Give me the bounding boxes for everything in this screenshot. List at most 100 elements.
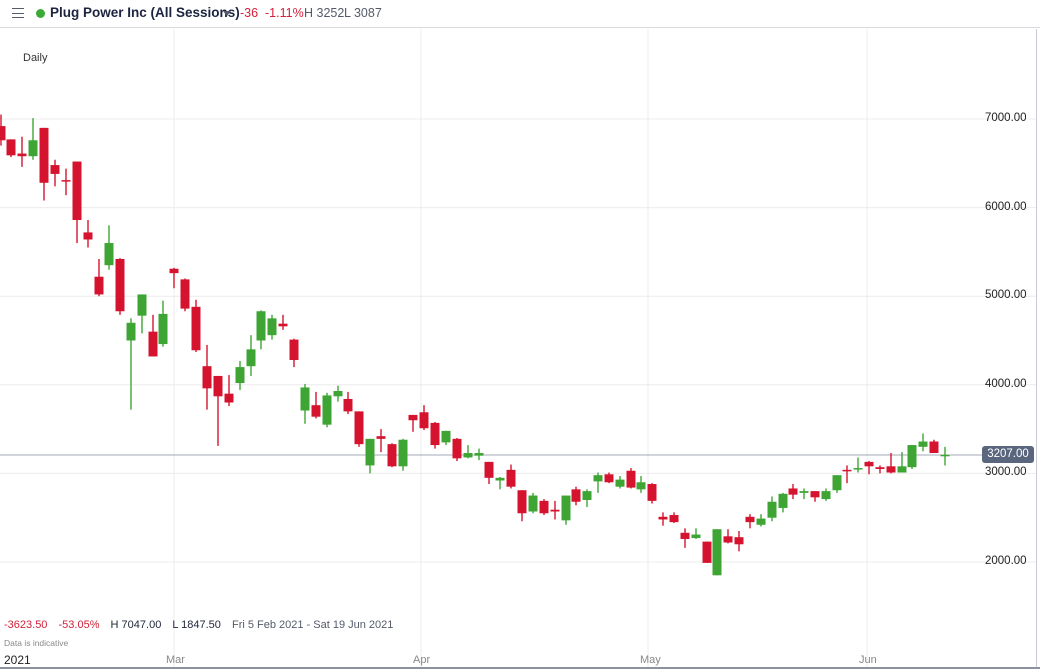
candle[interactable] xyxy=(419,405,429,430)
candle[interactable] xyxy=(376,429,386,453)
candle[interactable] xyxy=(680,528,690,548)
candle[interactable] xyxy=(832,475,842,493)
candle[interactable] xyxy=(745,514,755,529)
candle[interactable] xyxy=(278,314,288,330)
candle[interactable] xyxy=(94,258,104,297)
chart-right-border xyxy=(1036,29,1037,669)
candle[interactable] xyxy=(788,484,798,500)
candle[interactable] xyxy=(593,472,603,493)
instrument-title[interactable]: Plug Power Inc (All Sessions) xyxy=(50,5,240,20)
candle[interactable] xyxy=(647,483,657,504)
candle[interactable] xyxy=(626,468,636,489)
candle[interactable] xyxy=(169,267,179,289)
candle[interactable] xyxy=(463,445,473,459)
candle[interactable] xyxy=(734,530,744,552)
candle[interactable] xyxy=(929,439,939,454)
candle[interactable] xyxy=(441,430,451,446)
current-price-tag: 3207.00 xyxy=(982,446,1034,463)
candle[interactable] xyxy=(506,464,516,489)
candle[interactable] xyxy=(83,220,93,248)
candle[interactable] xyxy=(810,491,820,502)
candle[interactable] xyxy=(712,529,722,576)
candle[interactable] xyxy=(658,512,668,526)
x-axis-line xyxy=(0,667,1040,669)
candle[interactable] xyxy=(202,344,212,410)
candle[interactable] xyxy=(723,529,733,544)
candle[interactable] xyxy=(528,492,538,514)
candle[interactable] xyxy=(907,445,917,469)
candle[interactable] xyxy=(550,500,560,520)
candle[interactable] xyxy=(940,446,950,466)
candle[interactable] xyxy=(6,139,16,158)
candle[interactable] xyxy=(452,437,462,461)
candle[interactable] xyxy=(180,278,190,312)
candle[interactable] xyxy=(571,486,581,506)
candle[interactable] xyxy=(484,461,494,485)
candle[interactable] xyxy=(756,514,766,527)
candle[interactable] xyxy=(495,476,505,490)
candle[interactable] xyxy=(343,391,353,415)
candle[interactable] xyxy=(213,375,223,446)
candle[interactable] xyxy=(191,299,201,353)
candlestick-chart[interactable] xyxy=(0,29,1040,669)
y-axis-tick-label: 7000.00 xyxy=(985,112,1027,124)
candle[interactable] xyxy=(539,499,549,516)
candle[interactable] xyxy=(115,258,125,315)
candle[interactable] xyxy=(821,488,831,501)
candle[interactable] xyxy=(0,114,6,146)
candle[interactable] xyxy=(669,512,679,524)
candle[interactable] xyxy=(50,159,60,187)
candle[interactable] xyxy=(289,338,299,368)
hamburger-menu-icon[interactable] xyxy=(12,8,24,18)
candle[interactable] xyxy=(39,127,49,201)
candle[interactable] xyxy=(636,476,646,493)
price-change-percent: -1.11% xyxy=(265,6,304,20)
candle[interactable] xyxy=(408,414,418,432)
x-axis-tick-label: May xyxy=(640,654,661,666)
candle[interactable] xyxy=(72,161,82,244)
candle[interactable] xyxy=(778,492,788,513)
candle[interactable] xyxy=(474,448,484,461)
candle[interactable] xyxy=(517,490,527,522)
candle[interactable] xyxy=(104,225,114,270)
candle[interactable] xyxy=(582,489,592,508)
candle[interactable] xyxy=(311,391,321,419)
candle[interactable] xyxy=(430,422,440,449)
candle[interactable] xyxy=(246,335,256,376)
candle[interactable] xyxy=(300,383,310,424)
y-axis-tick-label: 6000.00 xyxy=(985,200,1027,213)
candle[interactable] xyxy=(886,453,896,474)
candle[interactable] xyxy=(235,360,245,391)
candle[interactable] xyxy=(224,375,234,407)
candle[interactable] xyxy=(387,443,397,468)
candle[interactable] xyxy=(767,496,777,522)
candle[interactable] xyxy=(17,136,27,167)
candle[interactable] xyxy=(897,452,907,473)
candle[interactable] xyxy=(61,168,71,196)
candle[interactable] xyxy=(918,433,928,452)
candle[interactable] xyxy=(864,460,874,475)
candle[interactable] xyxy=(853,457,863,473)
candle[interactable] xyxy=(333,385,343,402)
candle[interactable] xyxy=(398,438,408,471)
candle[interactable] xyxy=(354,411,364,447)
candle[interactable] xyxy=(137,294,147,334)
interval-label: Daily xyxy=(23,52,48,64)
candle[interactable] xyxy=(702,541,712,563)
candle[interactable] xyxy=(691,528,701,539)
candle[interactable] xyxy=(561,495,571,525)
candle[interactable] xyxy=(148,314,158,357)
candle[interactable] xyxy=(615,476,625,489)
candle[interactable] xyxy=(126,318,136,410)
chevron-down-icon[interactable] xyxy=(223,11,231,16)
candle[interactable] xyxy=(799,488,809,500)
candle[interactable] xyxy=(842,465,852,484)
candle[interactable] xyxy=(875,465,885,474)
candle[interactable] xyxy=(267,314,277,340)
candle[interactable] xyxy=(322,392,332,428)
candle[interactable] xyxy=(365,438,375,474)
candle[interactable] xyxy=(604,472,614,484)
candle[interactable] xyxy=(256,310,266,350)
candle[interactable] xyxy=(158,300,168,347)
candle[interactable] xyxy=(28,118,38,160)
